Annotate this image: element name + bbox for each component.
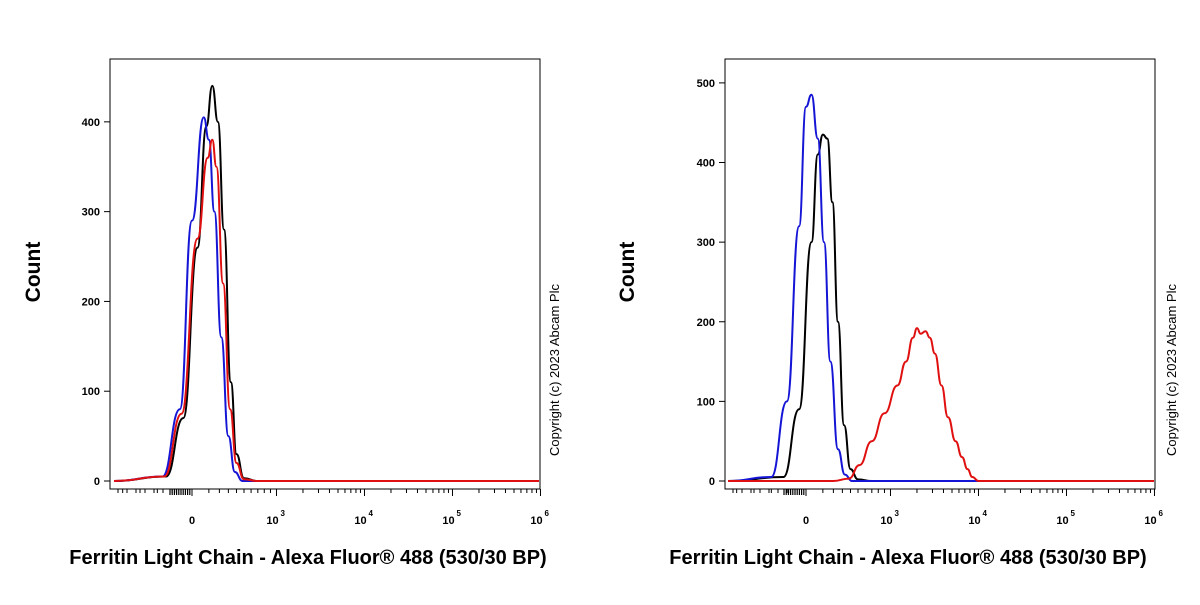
y-tick-label: 400	[697, 158, 715, 170]
copyright-notice: Copyright (c) 2023 Abcam Plc	[547, 284, 562, 456]
series-line-2	[728, 327, 1154, 483]
y-tick-label: 300	[697, 237, 715, 249]
x-tick-exponent: 6	[1158, 509, 1163, 518]
y-axis-label: Count	[22, 242, 45, 303]
y-tick-label: 100	[697, 396, 715, 408]
y-axis-ticks: 0 100 200 300 400	[82, 117, 110, 488]
x-tick-exponent: 4	[368, 509, 373, 518]
x-tick-label: 10	[442, 515, 454, 527]
x-tick-exponent: 3	[894, 509, 899, 518]
x-tick-label: 10	[530, 515, 542, 527]
x-minor-ticks	[117, 489, 537, 495]
y-tick-label: 200	[697, 317, 715, 329]
y-tick-label: 0	[709, 476, 715, 488]
series-line-1	[727, 93, 1154, 483]
y-tick-label: 500	[697, 78, 715, 90]
x-tick-label: 10	[1144, 515, 1156, 527]
plot-frame	[109, 58, 541, 490]
series-group	[113, 84, 539, 483]
copyright-notice: Copyright (c) 2023 Abcam Plc	[1164, 284, 1179, 456]
x-tick-label: 10	[266, 515, 278, 527]
x-tick-label: 10	[880, 515, 892, 527]
x-axis-label: Ferritin Light Chain - Alexa Fluor® 488 …	[69, 547, 546, 569]
x-tick-label: 10	[968, 515, 980, 527]
x-minor-ticks	[732, 489, 1151, 495]
x-tick-label: 0	[189, 515, 195, 527]
x-tick-exponent: 5	[456, 509, 461, 518]
x-tick-exponent: 6	[544, 509, 549, 518]
y-axis-label: Count	[616, 242, 639, 303]
x-axis-label: Ferritin Light Chain - Alexa Fluor® 488 …	[669, 547, 1146, 569]
y-tick-label: 100	[82, 386, 100, 398]
x-tick-exponent: 4	[982, 509, 987, 518]
plot-frame	[724, 58, 1156, 490]
series-line-1	[113, 116, 539, 483]
series-group	[727, 93, 1154, 483]
y-axis-ticks: 0 100 200 300 400 500	[697, 78, 725, 488]
series-line-0	[727, 133, 1154, 483]
y-tick-label: 200	[82, 296, 100, 308]
x-tick-label: 10	[1056, 515, 1068, 527]
y-tick-label: 300	[82, 207, 100, 219]
x-tick-label: 0	[803, 515, 809, 527]
x-tick-label: 10	[354, 515, 366, 527]
x-tick-exponent: 3	[280, 509, 285, 518]
y-tick-label: 0	[94, 476, 100, 488]
y-tick-label: 400	[82, 117, 100, 129]
series-line-2	[113, 138, 539, 483]
x-tick-exponent: 5	[1070, 509, 1075, 518]
